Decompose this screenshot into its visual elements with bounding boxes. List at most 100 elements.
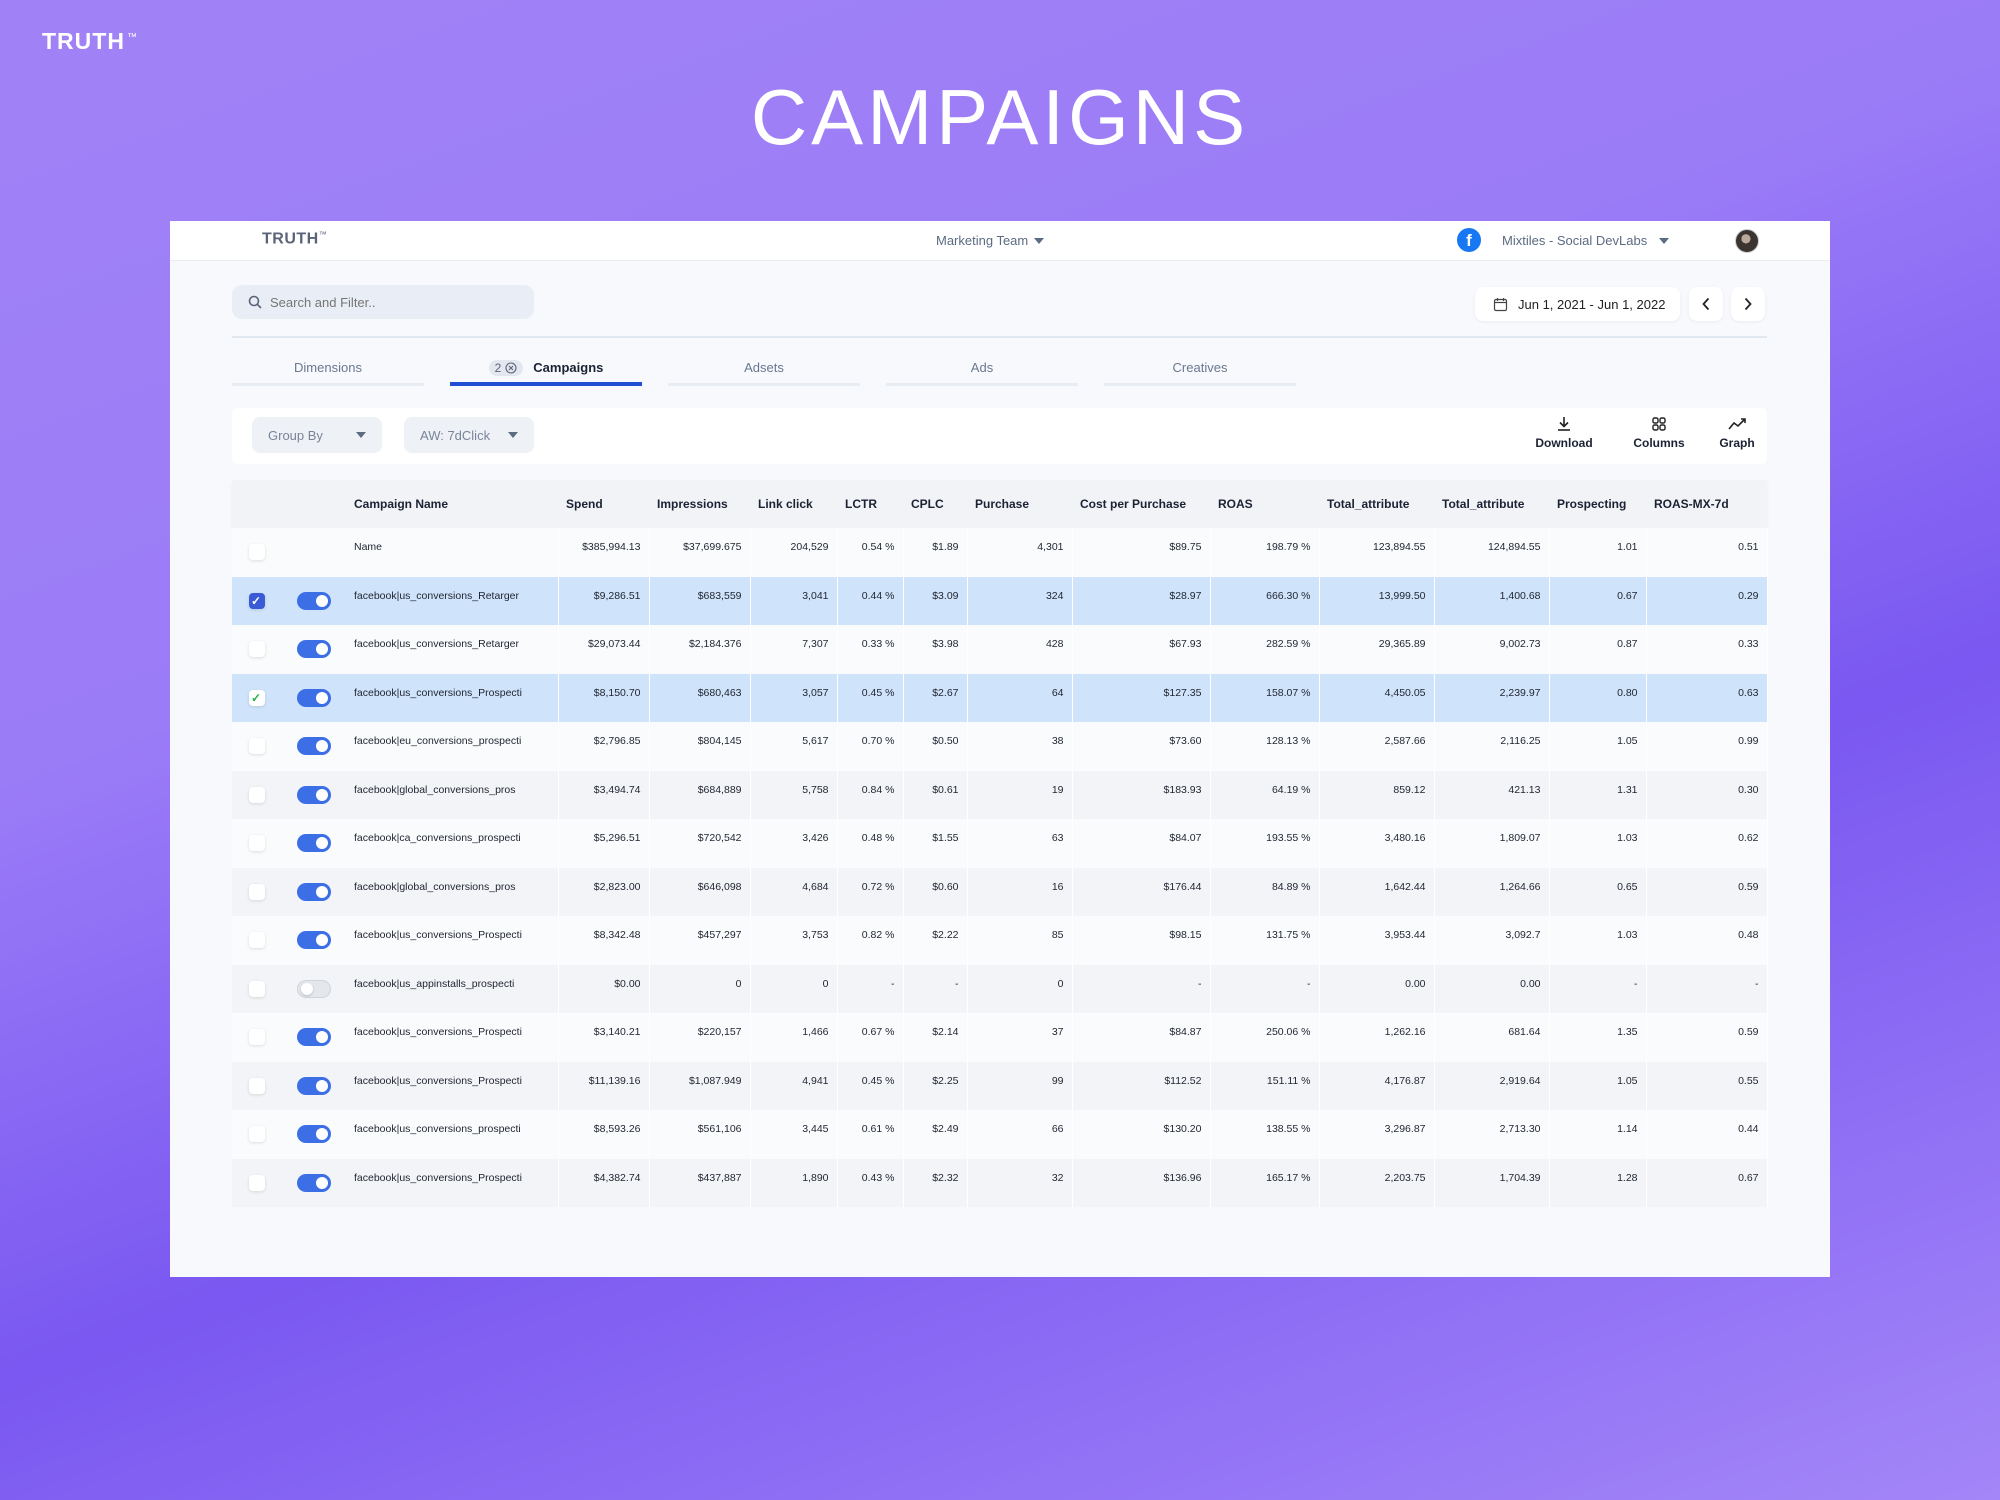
team-selector[interactable]: Marketing Team (936, 233, 1045, 248)
cell-campaign-name[interactable]: facebook|us_conversions_Retarger (346, 576, 559, 625)
row-checkbox[interactable] (249, 544, 265, 561)
cell-campaign-name[interactable]: facebook|us_conversions_Prospecti (346, 1158, 559, 1207)
next-period-button[interactable] (1731, 287, 1765, 321)
table-row[interactable]: facebook|us_conversions_Prospecti $8,342.… (232, 916, 1768, 965)
table-row[interactable]: facebook|ca_conversions_prospecti $5,296.… (232, 819, 1768, 868)
date-range-picker[interactable]: Jun 1, 2021 - Jun 1, 2022 (1475, 287, 1680, 321)
cell-impressions: $1,087.949 (649, 1061, 751, 1110)
header-lctr[interactable]: LCTR (845, 497, 877, 511)
search-bar[interactable] (232, 285, 534, 319)
status-toggle[interactable] (297, 931, 331, 950)
cell-campaign-name[interactable]: facebook|us_conversions_Prospecti (346, 673, 559, 722)
row-checkbox[interactable] (249, 738, 265, 755)
tab-dimensions[interactable]: Dimensions (232, 356, 424, 386)
cell-campaign-name[interactable]: facebook|us_conversions_Prospecti (346, 916, 559, 965)
status-toggle[interactable] (297, 979, 331, 998)
cell-campaign-name[interactable]: facebook|ca_conversions_prospecti (346, 819, 559, 868)
search-input[interactable] (270, 294, 510, 310)
group-by-select[interactable]: Group By (252, 417, 382, 453)
status-toggle[interactable] (297, 1125, 331, 1144)
status-toggle[interactable] (297, 1173, 331, 1192)
status-toggle[interactable] (297, 1028, 331, 1047)
status-toggle[interactable] (297, 737, 331, 756)
cell-roas: - (1210, 964, 1320, 1013)
table-row[interactable]: facebook|global_conversions_pros $3,494.7… (232, 770, 1768, 819)
previous-period-button[interactable] (1689, 287, 1723, 321)
status-toggle[interactable] (297, 591, 331, 610)
row-checkbox[interactable] (249, 786, 265, 803)
table-row[interactable]: ✓ facebook|us_conversions_Prospecti $8,150… (232, 673, 1768, 722)
selection-count-badge[interactable]: 2 (488, 360, 524, 376)
table-row[interactable]: facebook|eu_conversions_prospecti $2,796.… (232, 722, 1768, 771)
check-icon: ✓ (251, 690, 262, 705)
table-row[interactable]: facebook|global_conversions_pros $2,823.0… (232, 867, 1768, 917)
tab-label: Creatives (1172, 360, 1228, 375)
tab-campaigns[interactable]: 2 Campaigns (450, 356, 642, 386)
account-selector[interactable]: Mixtiles - Social DevLabs (1502, 233, 1670, 248)
table-row[interactable]: facebook|us_conversions_Retarger $29,073.… (232, 625, 1768, 674)
header-impressions[interactable]: Impressions (657, 497, 728, 511)
cell-campaign-name[interactable]: facebook|us_conversions_Retarger (346, 625, 559, 674)
row-checkbox[interactable] (249, 1126, 265, 1143)
table-row[interactable]: facebook|us_conversions_Prospecti $3,140.… (232, 1013, 1768, 1062)
cell-campaign-name[interactable]: facebook|eu_conversions_prospecti (346, 722, 559, 771)
table-row[interactable]: facebook|us_conversions_prospecti $8,593.… (232, 1110, 1768, 1159)
tab-creatives[interactable]: Creatives (1104, 356, 1296, 386)
cell-campaign-name[interactable]: facebook|us_conversions_Prospecti (346, 1013, 559, 1062)
header-total-attribute[interactable]: Total_attribute (1442, 497, 1525, 511)
cell-campaign-name[interactable]: facebook|us_conversions_prospecti (346, 1110, 559, 1159)
row-checkbox[interactable] (249, 980, 265, 997)
row-checkbox[interactable] (249, 835, 265, 852)
table-row[interactable]: facebook|us_appinstalls_prospecti $0.00 0 0… (232, 964, 1768, 1014)
status-toggle[interactable] (297, 640, 331, 659)
row-checkbox[interactable] (249, 1077, 265, 1094)
row-checkbox[interactable]: ✓ (249, 689, 265, 706)
row-toggle-cell (282, 868, 346, 917)
columns-button[interactable]: Columns (1624, 416, 1694, 450)
header-spend[interactable]: Spend (566, 497, 603, 511)
row-checkbox[interactable] (249, 641, 265, 658)
table-row[interactable]: facebook|us_conversions_Prospecti $11,139… (232, 1061, 1768, 1110)
row-checkbox[interactable] (249, 883, 265, 900)
header-roas-mx-7d[interactable]: ROAS-MX-7d (1654, 497, 1729, 511)
avatar[interactable] (1735, 229, 1759, 253)
status-toggle[interactable] (297, 688, 331, 707)
header-cost-per-purchase[interactable]: Cost per Purchase (1080, 497, 1187, 511)
download-button[interactable]: Download (1529, 416, 1599, 450)
row-select-cell (232, 965, 282, 1014)
close-circle-icon[interactable] (505, 362, 517, 374)
header-campaign-name[interactable]: Campaign Name (354, 497, 449, 511)
table-row[interactable]: ✓ facebook|us_conversions_Retarger $9,286.… (232, 576, 1768, 625)
tab-adsets[interactable]: Adsets (668, 356, 860, 386)
table-row[interactable]: facebook|us_conversions_Prospecti $4,382.… (232, 1158, 1768, 1207)
header-cplc[interactable]: CPLC (911, 497, 944, 511)
attribution-select[interactable]: AW: 7dClick (404, 417, 534, 453)
header-link-click[interactable]: Link click (758, 497, 813, 511)
header-purchase[interactable]: Purchase (975, 497, 1030, 511)
app-logo[interactable]: TRUTH™ (262, 230, 327, 248)
status-toggle[interactable] (297, 1076, 331, 1095)
tab-ads[interactable]: Ads (886, 356, 1078, 386)
cell-roas: 666.30 % (1210, 576, 1320, 625)
status-toggle[interactable] (297, 882, 331, 901)
cell-campaign-name[interactable]: Name (346, 528, 559, 577)
graph-button[interactable]: Graph (1712, 416, 1762, 450)
cell-campaign-name[interactable]: facebook|us_conversions_Prospecti (346, 1061, 559, 1110)
row-select-cell (232, 1110, 282, 1159)
header-prospecting[interactable]: Prospecting (1557, 497, 1627, 511)
row-checkbox[interactable] (249, 1029, 265, 1046)
row-checkbox[interactable]: ✓ (249, 592, 265, 609)
header-total-attribute[interactable]: Total_attribute (1327, 497, 1410, 511)
cell-campaign-name[interactable]: facebook|global_conversions_pros (346, 770, 559, 819)
cell-lctr: 0.61 % (837, 1110, 904, 1159)
table-row[interactable]: Name $385,994.13 $37,699.675 204,529 0.54 % $… (232, 528, 1768, 577)
row-checkbox[interactable] (249, 932, 265, 949)
cell-campaign-name[interactable]: facebook|global_conversions_pros (346, 867, 559, 916)
status-toggle[interactable] (297, 785, 331, 804)
header-roas[interactable]: ROAS (1218, 497, 1253, 511)
cell-total-attribute: 0.00 (1319, 964, 1435, 1013)
cell-campaign-name[interactable]: facebook|us_appinstalls_prospecti (346, 964, 559, 1013)
cell-prospecting: 1.31 (1549, 770, 1647, 819)
row-checkbox[interactable] (249, 1174, 265, 1191)
status-toggle[interactable] (297, 834, 331, 853)
